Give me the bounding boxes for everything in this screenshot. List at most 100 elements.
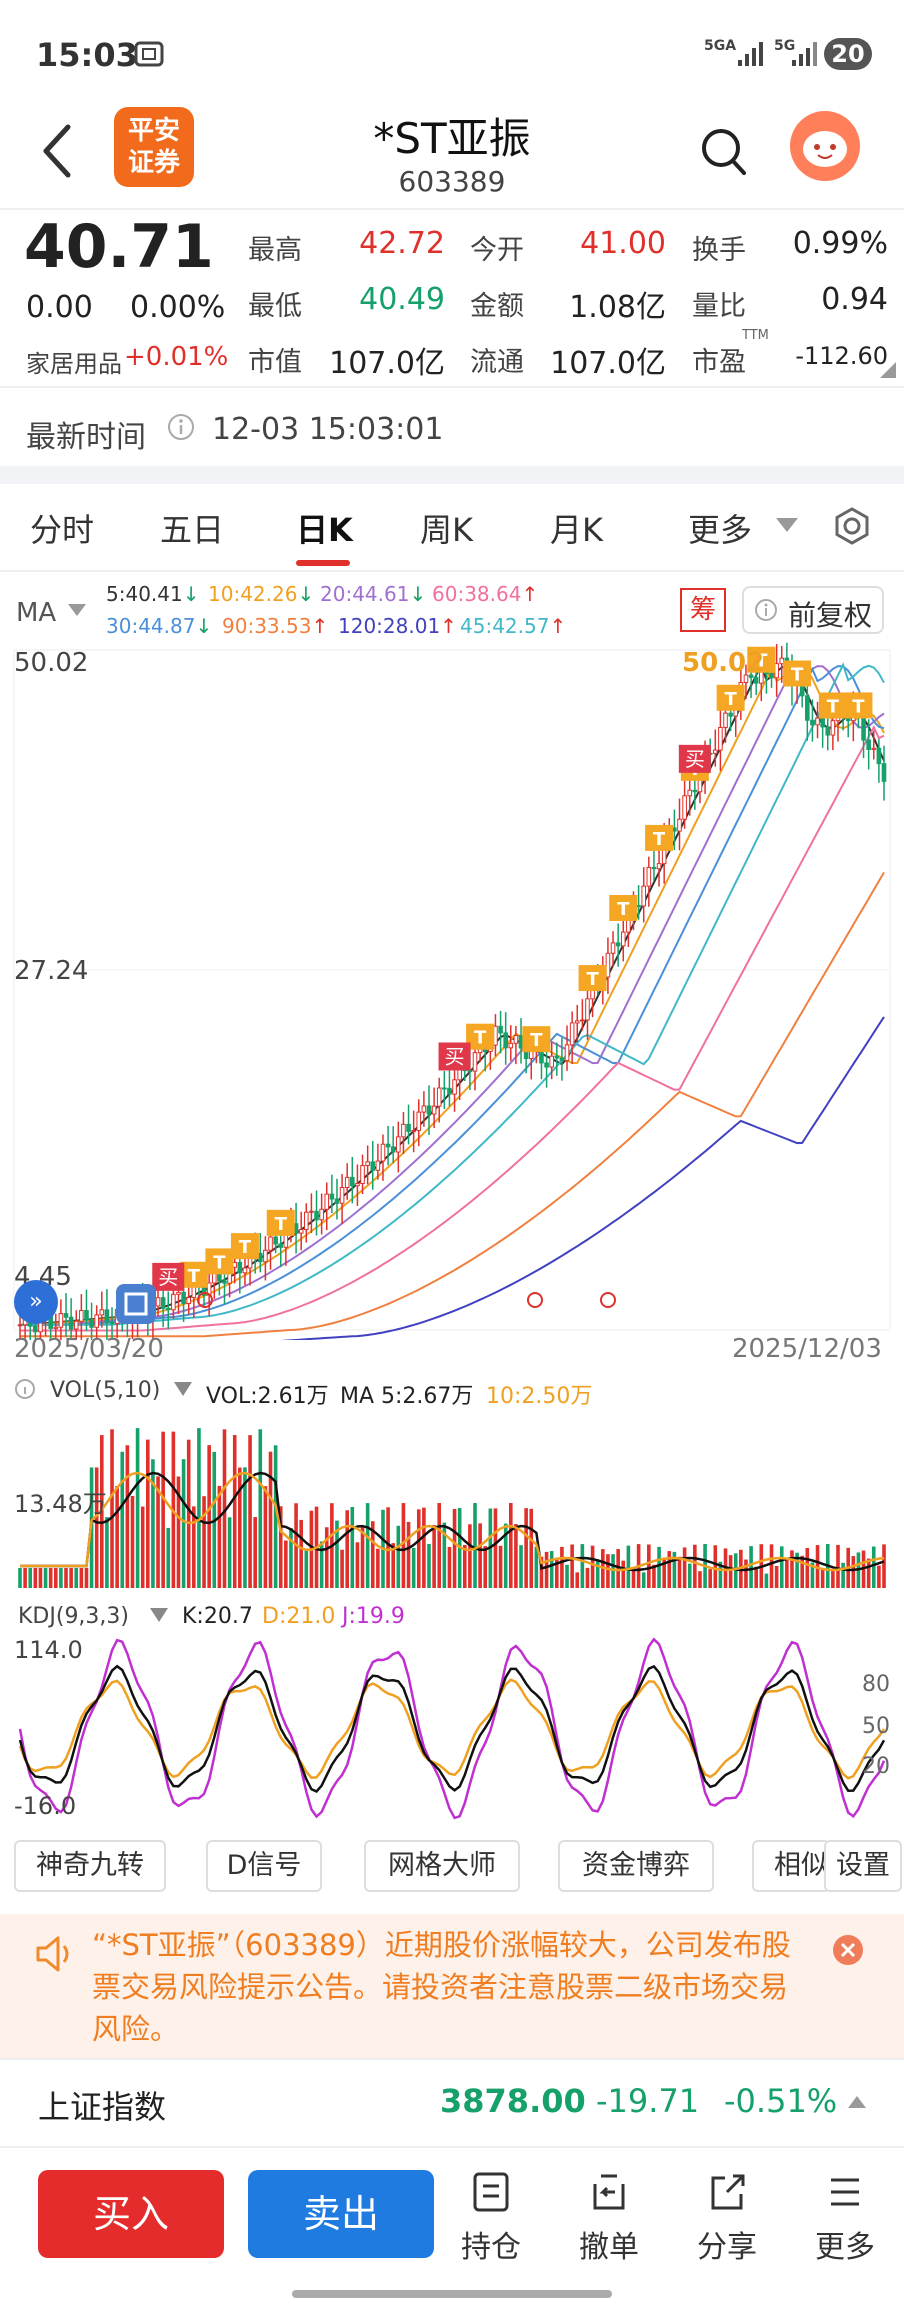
nav-share[interactable]: 分享 xyxy=(682,2170,772,2266)
tab-five-day[interactable]: 五日 xyxy=(160,511,225,549)
vol-bar xyxy=(631,1567,636,1588)
candle-body xyxy=(472,1052,478,1072)
vol-bar xyxy=(831,1570,835,1588)
candle-body xyxy=(401,1123,406,1138)
search-icon[interactable] xyxy=(700,127,748,177)
candle-body xyxy=(360,1164,365,1185)
caret-up-icon[interactable] xyxy=(848,2096,866,2108)
tab-monthly-k[interactable]: 月K xyxy=(550,511,603,549)
candles xyxy=(17,642,887,1340)
candle-body xyxy=(365,1161,370,1166)
vol-bar xyxy=(590,1545,595,1588)
info-icon[interactable] xyxy=(14,1378,36,1400)
candle-body xyxy=(549,1055,554,1068)
candle-body xyxy=(656,863,662,870)
vol-bar xyxy=(370,1521,375,1588)
candle-body xyxy=(186,1297,192,1304)
expand-left-button[interactable]: » xyxy=(14,1280,58,1324)
vol-bar xyxy=(84,1568,89,1588)
index-bar[interactable]: 上证指数 3878.00 -19.71 -0.51% xyxy=(0,2062,904,2144)
vol-bar xyxy=(74,1568,79,1588)
nav-more[interactable]: 更多 xyxy=(800,2170,890,2266)
vol-title[interactable]: VOL(5,10) xyxy=(50,1378,161,1403)
nav-cancel[interactable]: 撤单 xyxy=(564,2170,654,2266)
kdj-chart[interactable] xyxy=(0,1634,904,1824)
candle-body xyxy=(436,1087,442,1107)
kdj-y-top: 114.0 xyxy=(14,1636,83,1664)
vol-dropdown-icon[interactable] xyxy=(174,1382,192,1396)
tool-d-signal[interactable]: D信号 xyxy=(206,1840,322,1892)
vol-bar xyxy=(43,1568,48,1588)
tool-settings[interactable]: 设置 xyxy=(824,1840,902,1892)
vol-bar xyxy=(176,1476,181,1588)
vol-bar xyxy=(595,1560,600,1588)
avatar[interactable] xyxy=(790,111,860,181)
close-icon[interactable] xyxy=(832,1934,864,1966)
candle-body xyxy=(810,719,815,726)
reset-view-button[interactable] xyxy=(116,1284,156,1324)
vol-bar xyxy=(544,1551,549,1588)
sector-pct: +0.01% xyxy=(124,342,229,372)
vol-bar xyxy=(406,1521,411,1588)
volume-chart[interactable] xyxy=(0,1408,904,1594)
ma-dropdown-icon[interactable] xyxy=(68,604,86,616)
tab-intraday[interactable]: 分时 xyxy=(30,511,95,549)
risk-notice[interactable]: “*ST亚振”（603389）近期股价涨幅较大，公司发布股票交易风险提示公告。请… xyxy=(0,1914,904,2058)
candle-body xyxy=(518,1035,524,1049)
info-icon[interactable] xyxy=(166,412,196,442)
stock-title: *ST亚振 xyxy=(373,114,531,163)
vol-bar xyxy=(473,1503,477,1588)
broker-logo: 平安 证券 xyxy=(114,107,194,187)
nav-hold[interactable]: 持仓 xyxy=(446,2170,536,2266)
tab-daily-k[interactable]: 日K xyxy=(296,511,353,549)
candle-body xyxy=(293,1223,299,1234)
vol-bar xyxy=(503,1523,508,1588)
chevron-down-icon[interactable] xyxy=(776,518,798,532)
candle-body xyxy=(774,663,779,679)
t-marker-label: T xyxy=(617,899,630,920)
screenshot-icon xyxy=(134,41,164,67)
open-label: 今开 xyxy=(470,235,524,266)
sell-button[interactable]: 卖出 xyxy=(248,2170,434,2258)
ma-label[interactable]: MA xyxy=(16,598,57,628)
ma-item-120: 120:28.01↑ xyxy=(338,614,457,638)
buy-marker-label: 买 xyxy=(158,1265,178,1289)
vol-ma10: 10:2.50万 xyxy=(486,1384,593,1409)
vol-ma5: MA 5:2.67万 xyxy=(340,1384,474,1409)
t-marker-label: T xyxy=(724,689,737,710)
vol-bar xyxy=(156,1476,160,1588)
candle-body xyxy=(672,827,677,832)
t-marker-label: T xyxy=(653,829,666,850)
candle-body xyxy=(339,1187,345,1204)
tab-weekly-k[interactable]: 周K xyxy=(420,511,473,549)
vol-bar xyxy=(749,1546,753,1588)
chip-button[interactable]: 筹 xyxy=(680,588,726,632)
candle-body xyxy=(815,717,820,726)
amount-value: 1.08亿 xyxy=(569,290,666,325)
tool-grid-master[interactable]: 网格大师 xyxy=(364,1840,520,1892)
kdj-dropdown-icon[interactable] xyxy=(150,1608,168,1622)
expand-corner-icon[interactable] xyxy=(880,362,896,378)
kline-chart[interactable]: TTTTTTTTTTTTTTT买买买 xyxy=(0,640,904,1340)
ma-line xyxy=(20,724,885,1332)
vol-bar xyxy=(785,1558,789,1588)
buy-button[interactable]: 买入 xyxy=(38,2170,224,2258)
t-marker-label: T xyxy=(239,1237,252,1258)
tab-more[interactable]: 更多 xyxy=(688,511,753,549)
tool-capital-game[interactable]: 资金博弈 xyxy=(558,1840,714,1892)
adjust-button[interactable]: 前复权 xyxy=(742,586,884,634)
back-icon[interactable] xyxy=(40,123,74,179)
tool-magic-nine[interactable]: 神奇九转 xyxy=(14,1840,166,1892)
kdj-title[interactable]: KDJ(9,3,3) xyxy=(18,1604,129,1629)
vol-bar xyxy=(284,1540,288,1588)
battery-badge: 20 xyxy=(824,38,872,70)
candle-body xyxy=(58,1313,64,1328)
tool-similar[interactable]: 相似 xyxy=(752,1840,830,1892)
vol-bar xyxy=(411,1547,416,1588)
vol-bar xyxy=(115,1486,119,1588)
open-value: 41.00 xyxy=(580,226,666,261)
vol-bar xyxy=(866,1558,871,1588)
sector-name[interactable]: 家居用品 xyxy=(26,350,122,378)
candle-body xyxy=(743,674,749,683)
settings-gear-icon[interactable] xyxy=(832,506,872,546)
